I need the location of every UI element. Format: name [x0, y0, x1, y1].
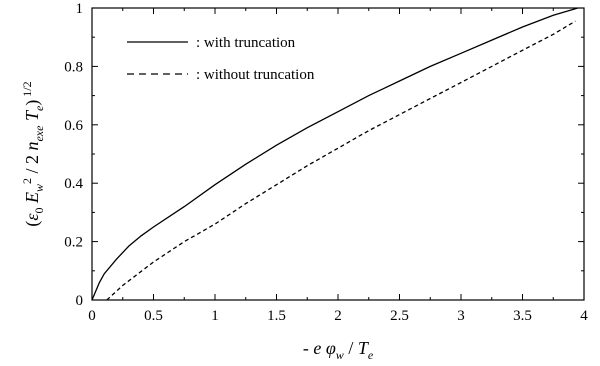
- x-tick-labels: 0 0.5 1 1.5 2 2.5 3 3.5 4: [88, 308, 588, 324]
- plot-frame: [91, 7, 585, 301]
- y-tick-label: 0.4: [64, 176, 83, 192]
- axis-ticks: [91, 7, 585, 301]
- x-tick-label: 2.5: [390, 308, 409, 324]
- legend: : with truncation : without truncation: [127, 35, 315, 83]
- series-layer: [91, 7, 579, 301]
- x-axis-label: - e φw / Te: [303, 338, 374, 362]
- y-tick-label: 0: [76, 293, 84, 309]
- x-tick-label: 0: [88, 308, 96, 324]
- x-tick-label: 1: [211, 308, 219, 324]
- series-line-without-truncation: [106, 20, 576, 301]
- y-tick-label: 1: [76, 1, 84, 17]
- y-axis-label: (ε0 Ew2 / 2 nexe Te) 1/2: [20, 81, 46, 226]
- x-tick-label: 3.5: [513, 308, 532, 324]
- y-tick-labels: 0 0.2 0.4 0.6 0.8 1: [64, 1, 83, 309]
- x-tick-label: 4: [580, 308, 588, 324]
- y-tick-label: 0.6: [64, 118, 83, 134]
- x-tick-label: 3: [457, 308, 465, 324]
- legend-label: : with truncation: [196, 35, 296, 51]
- x-tick-label: 1.5: [267, 308, 286, 324]
- x-tick-label: 0.5: [144, 308, 163, 324]
- y-tick-label: 0.8: [64, 59, 83, 75]
- y-tick-label: 0.2: [64, 235, 83, 251]
- x-tick-label: 2: [334, 308, 342, 324]
- legend-label: : without truncation: [196, 67, 315, 83]
- series-line-with-truncation: [91, 7, 579, 301]
